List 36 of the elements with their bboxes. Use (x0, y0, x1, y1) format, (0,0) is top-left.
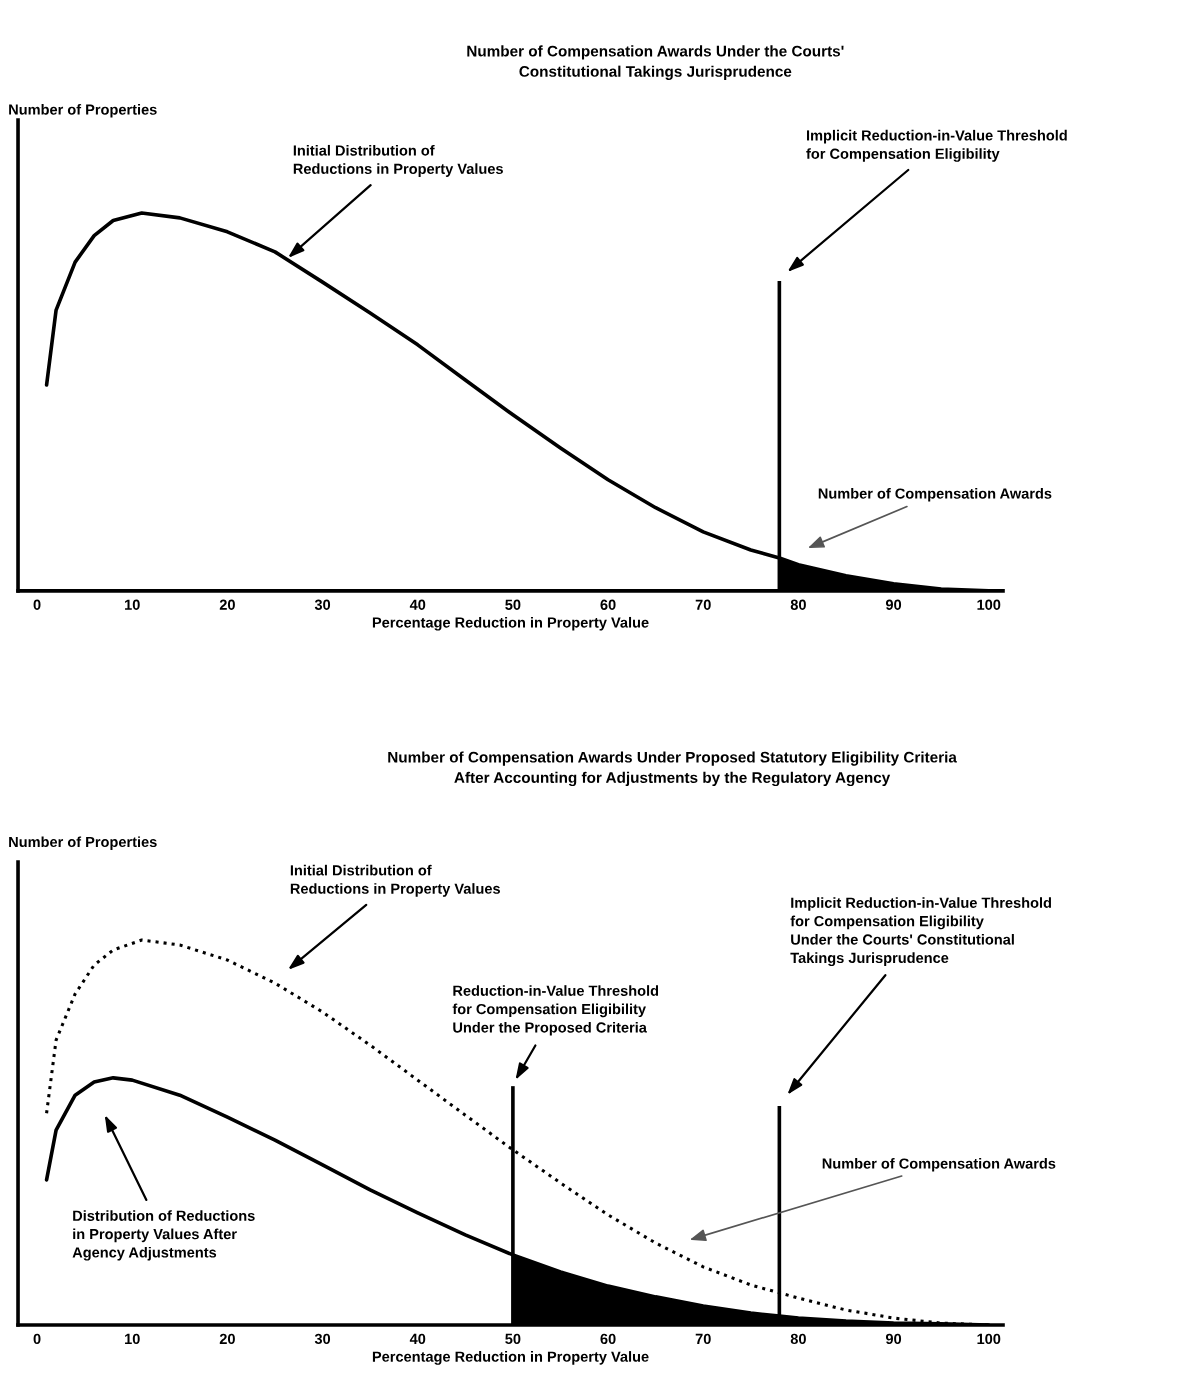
text: Implicit Reduction-in-Value Threshold for Compensation Eligibility (806, 129, 1067, 162)
text: Initial Distribution of Reductions in Property Values (293, 144, 503, 177)
x-tick-label: 80 (790, 1333, 806, 1345)
x-tick-label: 0 (33, 599, 41, 610)
x-tick-label: 30 (314, 1333, 331, 1345)
x-tick-label: 0 (33, 1333, 41, 1345)
x-tick-label: 60 (600, 1333, 616, 1345)
x-tick-label: 50 (505, 599, 521, 610)
annotation: Reduction-in-Value Threshold for Compensation Eligibility Under the Proposed Criteria (452, 985, 659, 1036)
annotation: Number of Compensation Awards (818, 488, 1052, 502)
annotation: Distribution of Reductions in Property Values After Agency Adjustments (72, 1210, 255, 1261)
x-tick-label: 30 (314, 599, 331, 610)
x-tick-label: 90 (885, 1333, 902, 1345)
x-tick-label: 60 (600, 599, 616, 610)
x-tick-label: 50 (505, 1333, 521, 1345)
x-tick-label: 40 (409, 599, 426, 610)
chart-title: Number of Compensation Awards Under the Courts' Constitutional Takings Jurisprudence (467, 45, 844, 80)
text: Initial Distribution of Reductions in Property Values (290, 864, 500, 897)
x-tick-label: 10 (125, 599, 140, 610)
x-axis-title: Percentage Reduction in Property Value (372, 616, 649, 631)
x-tick-label: 20 (219, 599, 235, 610)
y-axis-title: Number of Properties (9, 104, 157, 118)
annotation: Number of Compensation Awards (822, 1158, 1056, 1172)
x-tick-label: 40 (409, 1333, 426, 1345)
x-tick-label: 90 (885, 599, 902, 610)
x-tick-label: 10 (125, 1333, 140, 1345)
x-tick-label: 70 (695, 1333, 711, 1345)
x-axis-title: Percentage Reduction in Property Value (372, 1351, 649, 1365)
x-tick-label: 70 (695, 599, 711, 610)
x-tick-label: 100 (977, 1333, 1001, 1345)
chart-title: Number of Compensation Awards Under Proposed Statutory Eligibility Criteria After Accounting for Adjustments by the Regulatory Agency (388, 751, 957, 787)
x-tick-label: 100 (977, 599, 1001, 610)
x-tick-label: 80 (790, 599, 806, 610)
x-tick-label: 20 (219, 1333, 235, 1345)
annotation: Implicit Reduction-in-Value Threshold for Compensation Eligibility Under the Courts' Constitutional Takings Jurisprudence (790, 897, 1051, 966)
y-axis-title: Number of Properties (9, 836, 157, 850)
